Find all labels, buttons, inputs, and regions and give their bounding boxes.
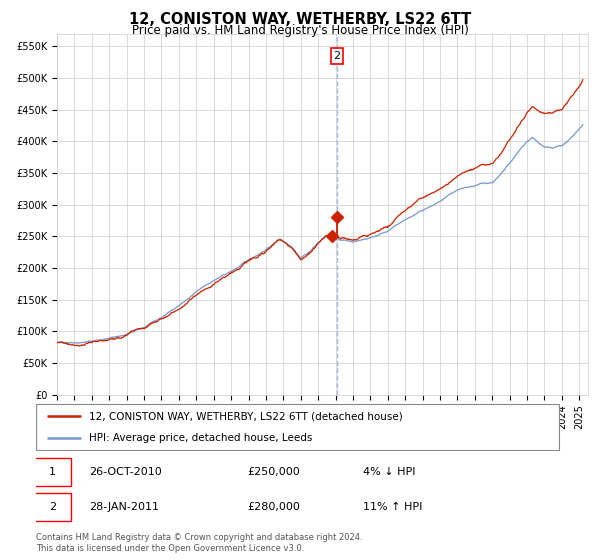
Text: 26-OCT-2010: 26-OCT-2010 bbox=[89, 467, 161, 477]
Text: 11% ↑ HPI: 11% ↑ HPI bbox=[364, 502, 423, 512]
Text: £250,000: £250,000 bbox=[247, 467, 300, 477]
Text: 4% ↓ HPI: 4% ↓ HPI bbox=[364, 467, 416, 477]
Text: 2: 2 bbox=[49, 502, 56, 512]
Text: HPI: Average price, detached house, Leeds: HPI: Average price, detached house, Leed… bbox=[89, 433, 312, 443]
FancyBboxPatch shape bbox=[34, 493, 71, 521]
Text: 28-JAN-2011: 28-JAN-2011 bbox=[89, 502, 159, 512]
Text: 1: 1 bbox=[49, 467, 56, 477]
Text: Price paid vs. HM Land Registry's House Price Index (HPI): Price paid vs. HM Land Registry's House … bbox=[131, 24, 469, 37]
Text: 2: 2 bbox=[334, 51, 341, 61]
Text: £280,000: £280,000 bbox=[247, 502, 300, 512]
FancyBboxPatch shape bbox=[36, 404, 559, 450]
Text: 12, CONISTON WAY, WETHERBY, LS22 6TT: 12, CONISTON WAY, WETHERBY, LS22 6TT bbox=[129, 12, 471, 27]
FancyBboxPatch shape bbox=[34, 458, 71, 486]
Text: Contains HM Land Registry data © Crown copyright and database right 2024.
This d: Contains HM Land Registry data © Crown c… bbox=[36, 533, 362, 553]
Text: 12, CONISTON WAY, WETHERBY, LS22 6TT (detached house): 12, CONISTON WAY, WETHERBY, LS22 6TT (de… bbox=[89, 411, 403, 421]
